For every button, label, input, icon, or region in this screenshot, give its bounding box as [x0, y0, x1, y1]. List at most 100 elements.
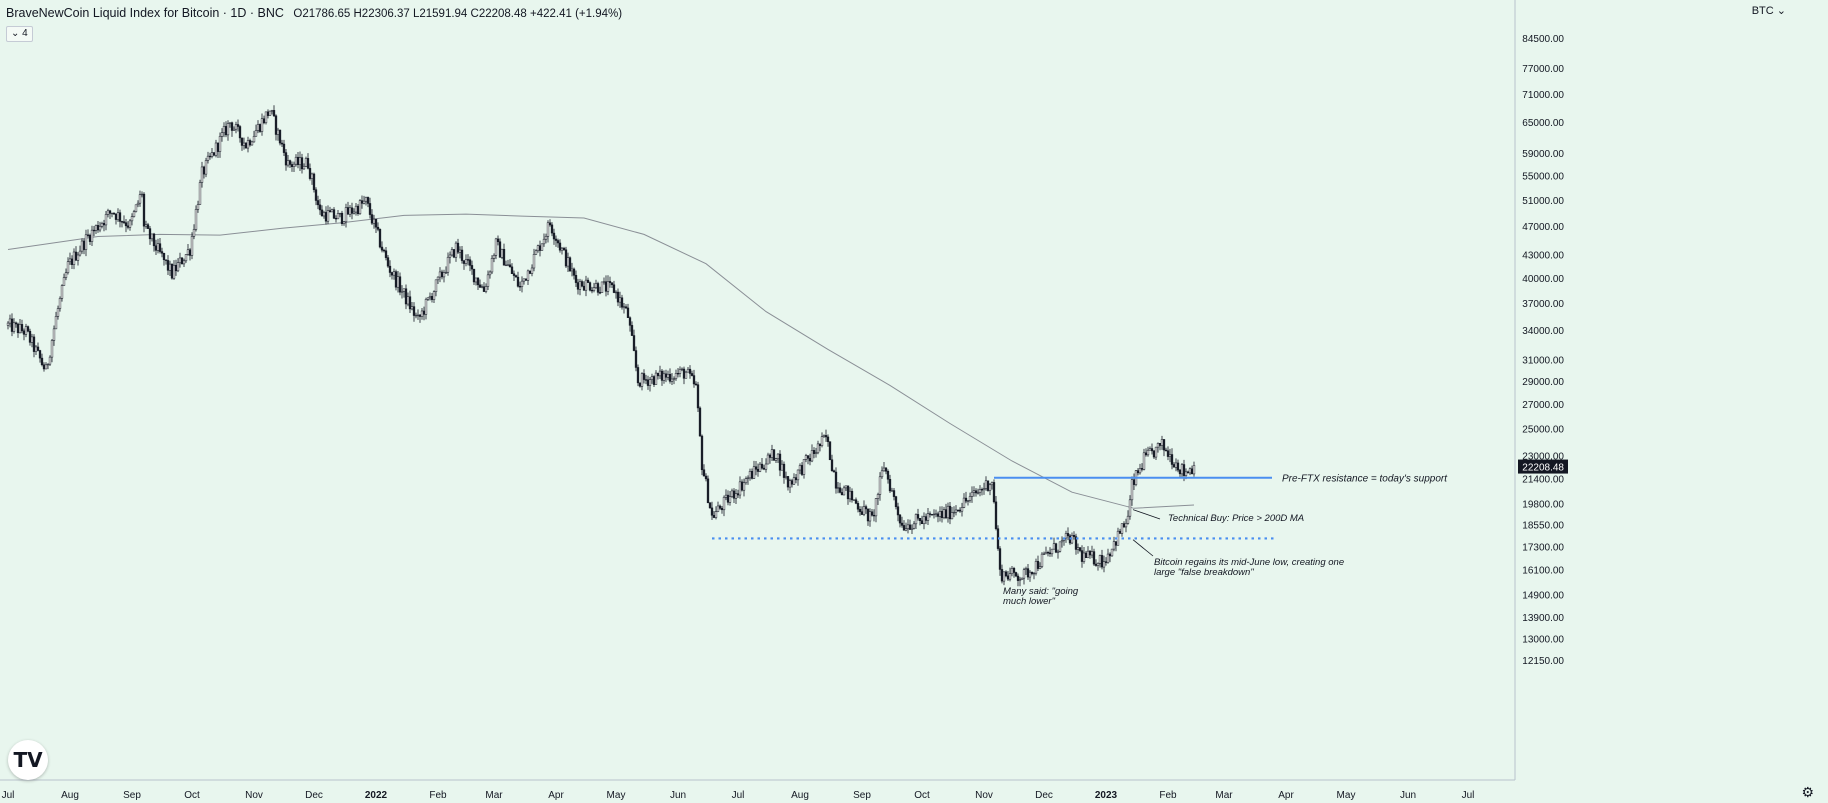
candle-body	[18, 324, 22, 334]
candle	[798, 463, 802, 475]
candle	[794, 473, 798, 484]
candle	[320, 205, 324, 217]
candle-body	[56, 308, 60, 317]
candle-body	[1124, 523, 1128, 528]
candle	[82, 238, 86, 255]
candle-body	[524, 278, 528, 281]
candle-body	[978, 489, 982, 493]
candle-body	[862, 506, 866, 515]
time-tick-label: Aug	[791, 790, 809, 801]
candle-body	[714, 511, 718, 518]
candle-body	[1088, 550, 1092, 556]
indicators-toggle-button[interactable]: ⌄ 4	[6, 26, 33, 42]
last-price-text: 22208.48	[1522, 463, 1564, 474]
candle-body	[598, 292, 602, 294]
candle	[284, 149, 288, 171]
candle-body	[220, 132, 224, 137]
candle-body	[108, 210, 112, 214]
candle	[1048, 547, 1052, 557]
candle	[902, 520, 906, 531]
candle-body	[624, 306, 628, 309]
candle	[108, 209, 112, 220]
false-breakdown-note: Bitcoin regains its mid-June low, creati…	[1154, 557, 1344, 568]
tradingview-logo[interactable]: TV	[8, 740, 48, 780]
candle	[926, 508, 930, 526]
candle-body	[310, 173, 314, 179]
candle	[986, 480, 990, 492]
time-tick-label: Jul	[1462, 790, 1475, 801]
candle	[896, 502, 900, 522]
candle	[174, 259, 178, 276]
candle	[934, 509, 938, 518]
candle	[944, 503, 948, 520]
candle-body	[1016, 575, 1020, 581]
candle	[306, 153, 310, 170]
candle-body	[132, 211, 136, 217]
time-axis: Jul Aug Sep Oct Nov Dec 2022 Feb Mar Apr May Jun Jul…	[0, 779, 1515, 801]
gear-icon[interactable]: ⚙	[1801, 784, 1814, 800]
candle-body	[840, 492, 844, 496]
candle	[512, 270, 516, 281]
candle	[954, 505, 958, 516]
candle	[344, 203, 348, 228]
candle-body	[900, 522, 904, 526]
candle-body	[40, 357, 44, 366]
candle	[734, 489, 738, 504]
symbol-title[interactable]: BraveNewCoin Liquid Index for Bitcoin · …	[6, 6, 284, 20]
candle-body	[936, 513, 940, 517]
candle-body	[142, 193, 146, 227]
candle	[752, 460, 756, 479]
candle	[1146, 446, 1150, 457]
candle	[152, 232, 156, 252]
candle	[466, 254, 470, 266]
candle	[272, 105, 276, 118]
candle-body	[1038, 566, 1042, 569]
candle-body	[872, 514, 876, 517]
candle	[12, 318, 16, 334]
candle	[912, 521, 916, 530]
candle	[988, 482, 992, 496]
candle-body	[6, 322, 10, 326]
candle	[146, 222, 150, 229]
candle	[1080, 545, 1084, 568]
candle-body	[852, 499, 856, 501]
drawn-lines[interactable]: Pre-FTX resistance = today's support	[712, 474, 1448, 540]
candle	[1168, 448, 1172, 463]
candle-body	[64, 272, 68, 278]
candle	[328, 206, 332, 213]
candle-body	[248, 140, 252, 146]
candle	[994, 496, 998, 531]
candle	[624, 304, 628, 310]
candle	[1130, 476, 1134, 506]
candle	[22, 328, 26, 341]
candle	[554, 235, 558, 247]
candle-body	[390, 272, 394, 276]
candle-body	[1162, 439, 1166, 451]
candle	[500, 248, 504, 260]
candle	[154, 239, 158, 255]
candle	[238, 125, 242, 143]
candle-body	[284, 152, 288, 166]
candle	[310, 172, 314, 185]
candle-body	[1128, 499, 1132, 517]
candle-body	[206, 155, 210, 161]
candle-body	[1140, 468, 1144, 470]
candle	[88, 233, 92, 246]
candle-body	[544, 236, 548, 240]
candle	[788, 478, 792, 494]
candle	[200, 161, 204, 188]
candle	[208, 152, 212, 160]
candle	[1158, 443, 1162, 451]
currency-selector[interactable]: BTC ⌄	[1752, 4, 1786, 17]
candle-body	[874, 498, 878, 517]
candle	[692, 369, 696, 388]
candle	[404, 284, 408, 310]
candle-body	[844, 485, 848, 489]
candle	[318, 198, 322, 215]
candle-body	[784, 476, 788, 478]
candle	[228, 122, 232, 128]
candle	[264, 111, 268, 125]
candle-body	[720, 508, 724, 511]
candle-body	[686, 368, 690, 373]
